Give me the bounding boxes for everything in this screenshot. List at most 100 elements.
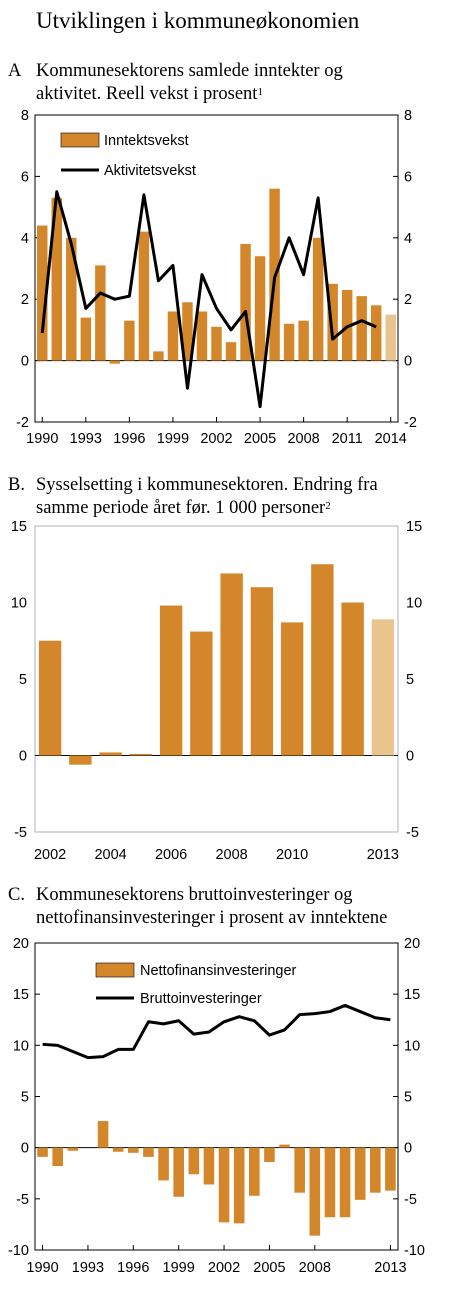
y-tick-label-left: -2 [16,415,29,431]
x-tick-label: 2002 [34,847,66,863]
panel-c-title: C. Kommunesektorens bruttoinvesteringer o… [8,884,387,930]
legend-label-aktivitetsvekst: Aktivitetsvekst [104,163,196,179]
bar-inntektsvekst [66,237,77,361]
bar-inntektsvekst [298,320,309,361]
y-tick-label-left: -10 [8,1243,29,1259]
x-tick-label: 1996 [117,1260,149,1276]
legend-swatch-inntektsvekst [60,132,100,148]
bar-inntektsvekst [182,302,193,361]
bar-nettofinansinvesteringer [264,1147,275,1162]
plot-frame [34,525,399,833]
bar-nettofinansinvesteringer [97,1121,109,1148]
x-tick-label: 1990 [26,431,58,447]
chart-a: -2 -2 0 0 2 2 4 4 6 6 8 8 1990 1993 1996 1999 2002 2005 20… [16,108,417,447]
bar-nettofinansinvesteringer [67,1147,79,1151]
x-tick-label: 1999 [157,431,189,447]
y-tick-label-right: 0 [406,749,414,765]
bar-nettofinansinvesteringer [218,1147,230,1223]
y-tick-label-right: -10 [404,1243,425,1259]
x-tick-label: 2002 [200,431,232,447]
bar-inntektsvekst [240,243,251,361]
chart-c: -10 -10 -5 -5 0 0 5 5 10 10 15 15 20 20 1990 1993 1996 19… [8,936,425,1276]
y-tick-label-right: 15 [406,520,422,535]
y-tick-label-left: 15 [13,987,29,1003]
bar-nettofinansinvesteringer [279,1144,290,1148]
y-tick-label-left: 8 [21,108,29,124]
bar-nettofinansinvesteringer [339,1147,351,1218]
y-tick-label-left: -5 [16,1192,29,1208]
bar-nettofinansinvesteringer [52,1147,63,1167]
bar-sysselsetting [69,755,92,765]
bar-inntektsvekst [95,265,106,361]
x-tick-label: 2008 [215,847,247,863]
panel-b-title-line2: samme periode året før. 1 000 personer [36,498,326,518]
y-tick-label-left: 10 [13,1038,29,1054]
bar-inntektsvekst [51,197,63,361]
y-tick-label-right: 4 [404,231,412,247]
x-tick-label: 2004 [94,847,126,863]
line-bruttoinvesteringer [42,1003,391,1060]
bar-sysselsetting [311,564,334,756]
bar-inntektsvekst [196,311,208,361]
bar-inntektsvekst [109,360,121,364]
bar-nettofinansinvesteringer [385,1147,396,1191]
y-tick-label-right: 2 [404,292,412,308]
bar-nettofinansinvesteringer [370,1147,381,1193]
y-tick-label-right: 5 [406,672,414,688]
x-tick-label: 2010 [276,847,308,863]
y-tick-label-left: 10 [11,596,27,612]
x-tick-label: 2013 [367,847,399,863]
y-tick-label-left: 5 [19,672,27,688]
legend-label-inntektsvekst: Inntektsvekst [104,133,189,149]
x-tick-label: 2008 [299,1260,331,1276]
y-tick-label-right: 5 [404,1090,412,1106]
bar-nettofinansinvesteringer [233,1147,245,1224]
x-tick-label: 1996 [113,431,145,447]
panel-c-title-line2: nettofinansinvesteringer i prosent av in… [36,908,388,928]
y-tick-label-left: 2 [21,292,29,308]
panel-a-letter: A [8,61,22,81]
y-tick-label-right: 10 [404,1038,420,1054]
panel-c-letter: C. [8,885,25,905]
y-tick-label-right: 0 [404,354,412,370]
y-tick-label-right: 15 [404,987,420,1003]
bar-sysselsetting [341,602,364,756]
y-tick-label-right: 20 [404,936,420,952]
y-tick-label-left: 0 [21,354,29,370]
y-tick-label-left: 5 [21,1090,29,1106]
bar-sysselsetting [129,753,153,756]
x-tick-label: 2014 [375,431,407,447]
y-tick-label-left: 0 [19,749,27,765]
bar-inntektsvekst [167,311,179,361]
line-aktivitetsvekst [40,190,377,409]
bar-inntektsvekst [312,237,324,361]
y-tick-label-left: 6 [21,169,29,185]
plot-frame [34,114,399,423]
bar-sysselsetting [371,619,395,756]
x-tick-label: 2011 [332,431,363,447]
bar-inntektsvekst [153,351,164,361]
bar-sysselsetting [38,640,62,756]
bar-inntektsvekst [356,296,367,361]
bar-nettofinansinvesteringer [173,1147,184,1197]
bar-sysselsetting [250,587,274,756]
x-tick-label: 2005 [253,1260,285,1276]
bar-inntektsvekst [37,225,48,361]
panel-a-title-line2: aktivitet. Reell vekst i prosent [36,84,258,104]
panel-b-letter: B. [8,475,25,495]
y-tick-label-right: 6 [404,169,412,185]
bar-nettofinansinvesteringer [294,1147,305,1193]
panel-b-footnote: 2 [325,500,331,512]
bar-sysselsetting [190,631,213,756]
bar-inntektsvekst [225,342,237,361]
page-title: Utviklingen i kommuneøkonomien [36,8,360,33]
x-tick-label: 2008 [287,431,319,447]
x-tick-label: 1993 [72,1260,104,1276]
y-tick-label-left: 0 [21,1141,29,1157]
panel-a-title: A Kommunesektorens samlede inntekter og a… [8,60,343,106]
bar-nettofinansinvesteringer [158,1147,169,1181]
x-tick-label: 1999 [163,1260,195,1276]
x-tick-label: 2013 [374,1260,406,1276]
y-tick-label-right: 8 [404,108,412,124]
bar-nettofinansinvesteringer [188,1147,200,1175]
